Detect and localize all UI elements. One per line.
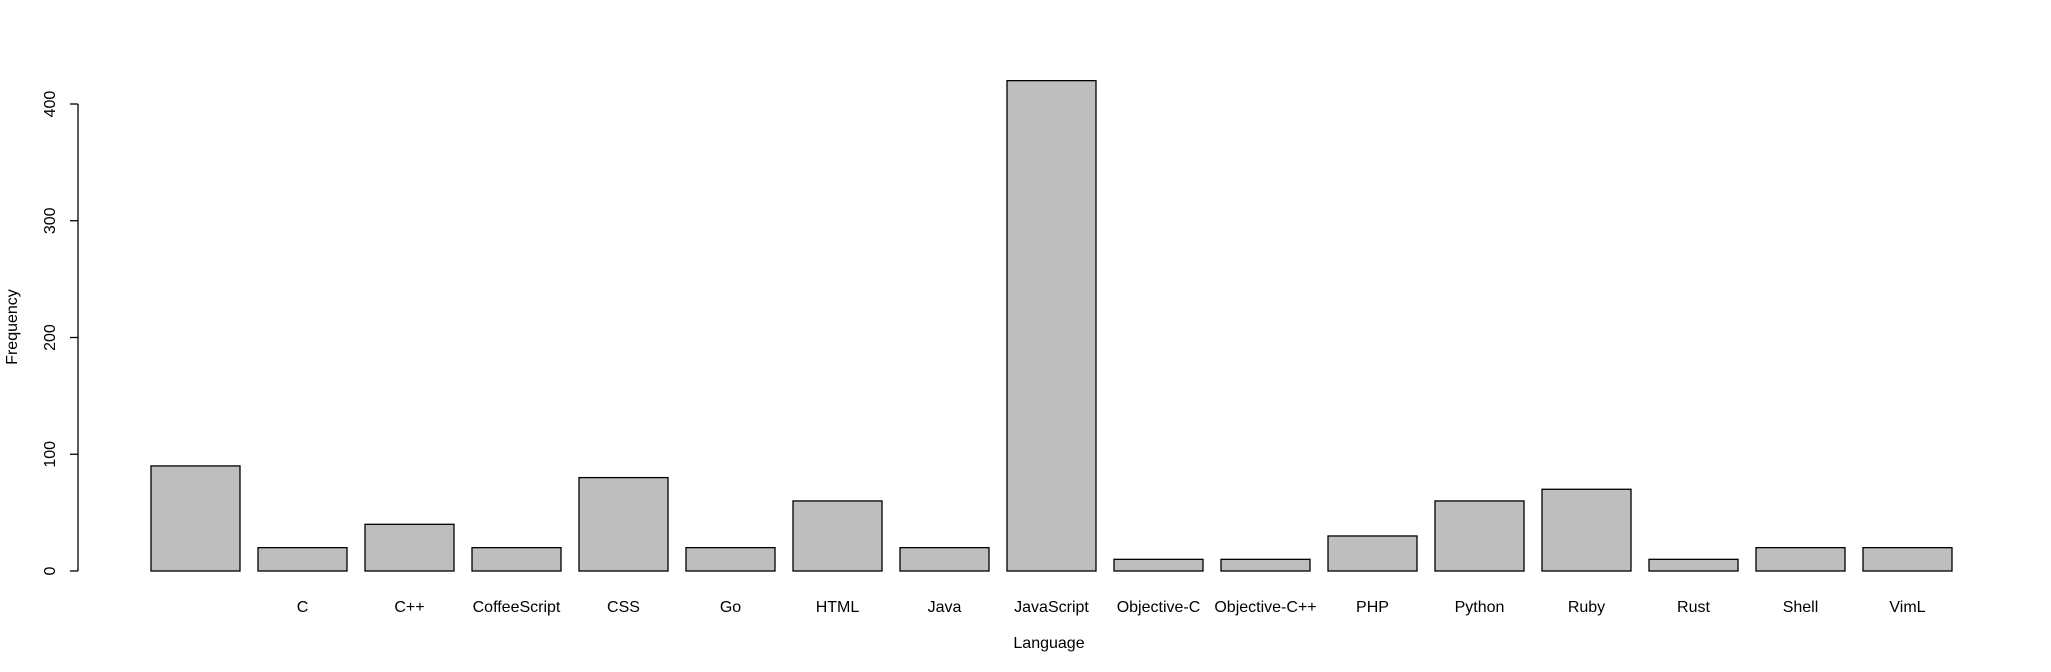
x-tick-label-objective-c: Objective-C xyxy=(1117,599,1201,616)
y-tick-label-200: 200 xyxy=(42,324,59,351)
x-tick-label-java: Java xyxy=(928,599,962,616)
x-tick-label-ruby: Ruby xyxy=(1568,599,1605,616)
x-tick-label-coffeescript: CoffeeScript xyxy=(473,599,561,616)
x-tick-label-cplusplus: C++ xyxy=(394,599,424,616)
bars-group xyxy=(150,80,1953,572)
y-tick-label-100: 100 xyxy=(42,441,59,468)
bar-cplusplus xyxy=(364,523,455,572)
x-tick-labels: C C++ CoffeeScript CSS Go HTML Java JavaScript O… xyxy=(297,599,1926,616)
bar-python xyxy=(1434,500,1525,572)
bar-go xyxy=(685,547,776,572)
bar-ruby xyxy=(1541,488,1632,572)
x-tick-label-viml: VimL xyxy=(1889,599,1925,616)
x-tick-label-css: CSS xyxy=(607,599,640,616)
x-tick-label-javascript: JavaScript xyxy=(1014,599,1089,616)
x-axis-label: Language xyxy=(1013,635,1084,652)
bar-rust xyxy=(1648,558,1739,572)
x-tick-label-python: Python xyxy=(1455,599,1505,616)
bar-css xyxy=(578,476,669,572)
y-axis: 0 100 200 300 400 xyxy=(42,91,79,575)
x-tick-label-go: Go xyxy=(720,599,741,616)
bar-c xyxy=(257,547,348,572)
x-tick-label-c: C xyxy=(297,599,309,616)
bar-coffeescript xyxy=(471,547,562,572)
x-tick-label-php: PHP xyxy=(1356,599,1389,616)
bar-viml xyxy=(1862,547,1953,572)
x-tick-label-html: HTML xyxy=(816,599,860,616)
bar-html xyxy=(792,500,883,572)
y-tick-label-0: 0 xyxy=(42,566,59,575)
bar-java xyxy=(899,547,990,572)
bar-shell xyxy=(1755,547,1846,572)
x-tick-label-objective-cplusplus: Objective-C++ xyxy=(1214,599,1316,616)
bar-objective-cplusplus xyxy=(1220,558,1311,572)
bar-javascript xyxy=(1006,80,1097,572)
x-tick-label-rust: Rust xyxy=(1677,599,1710,616)
bar-objective-c xyxy=(1113,558,1204,572)
x-tick-label-shell: Shell xyxy=(1783,599,1819,616)
bar-blank xyxy=(150,465,241,572)
bar-php xyxy=(1327,535,1418,572)
y-tick-label-400: 400 xyxy=(42,91,59,118)
y-tick-label-300: 300 xyxy=(42,207,59,234)
y-axis-label: Frequency xyxy=(4,289,21,365)
